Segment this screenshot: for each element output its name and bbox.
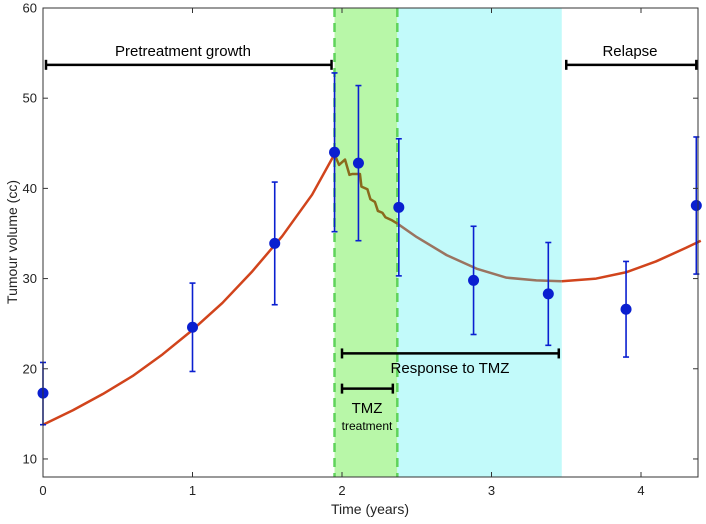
model-curve-treatment bbox=[333, 153, 398, 225]
relapse-label: Relapse bbox=[602, 43, 657, 60]
model-curve-relapse bbox=[561, 239, 702, 283]
y-tick-label: 40 bbox=[23, 181, 37, 196]
data-point bbox=[620, 303, 632, 315]
x-axis-title: Time (years) bbox=[331, 501, 409, 517]
y-ticks: 10 20 30 40 50 60 bbox=[23, 1, 698, 466]
y-axis-title: Tumour volume (cc) bbox=[4, 180, 20, 304]
pretreatment-label: Pretreatment growth bbox=[115, 43, 251, 60]
shaded-regions bbox=[334, 8, 562, 477]
treatment-label: treatment bbox=[342, 419, 393, 433]
model-curve-response bbox=[396, 222, 562, 283]
region-response bbox=[397, 8, 562, 477]
tmz-label: TMZ bbox=[352, 400, 383, 417]
brackets bbox=[44, 59, 698, 394]
data-point bbox=[468, 274, 480, 286]
x-tick-label: 0 bbox=[39, 483, 46, 498]
y-tick-label: 30 bbox=[23, 271, 37, 286]
x-tick-label: 4 bbox=[637, 483, 644, 498]
y-tick-label: 60 bbox=[23, 1, 37, 16]
y-tick-label: 20 bbox=[23, 361, 37, 376]
model-curve-pretreatment bbox=[42, 153, 336, 426]
data-point bbox=[329, 146, 341, 158]
data-point bbox=[352, 157, 364, 169]
data-point bbox=[690, 200, 702, 212]
data-point bbox=[542, 288, 554, 300]
observations bbox=[37, 146, 702, 399]
x-tick-label: 1 bbox=[189, 483, 196, 498]
region-treatment bbox=[334, 8, 398, 477]
plot-frame bbox=[42, 7, 699, 478]
x-tick-label: 3 bbox=[488, 483, 495, 498]
response-label: Response to TMZ bbox=[391, 360, 510, 377]
data-point bbox=[393, 201, 405, 213]
y-tick-label: 50 bbox=[23, 91, 37, 106]
data-point bbox=[187, 321, 198, 333]
x-ticks: 0 1 2 3 4 bbox=[39, 8, 645, 498]
y-tick-label: 10 bbox=[23, 451, 37, 466]
x-tick-label: 2 bbox=[338, 483, 345, 498]
data-point bbox=[269, 237, 281, 249]
